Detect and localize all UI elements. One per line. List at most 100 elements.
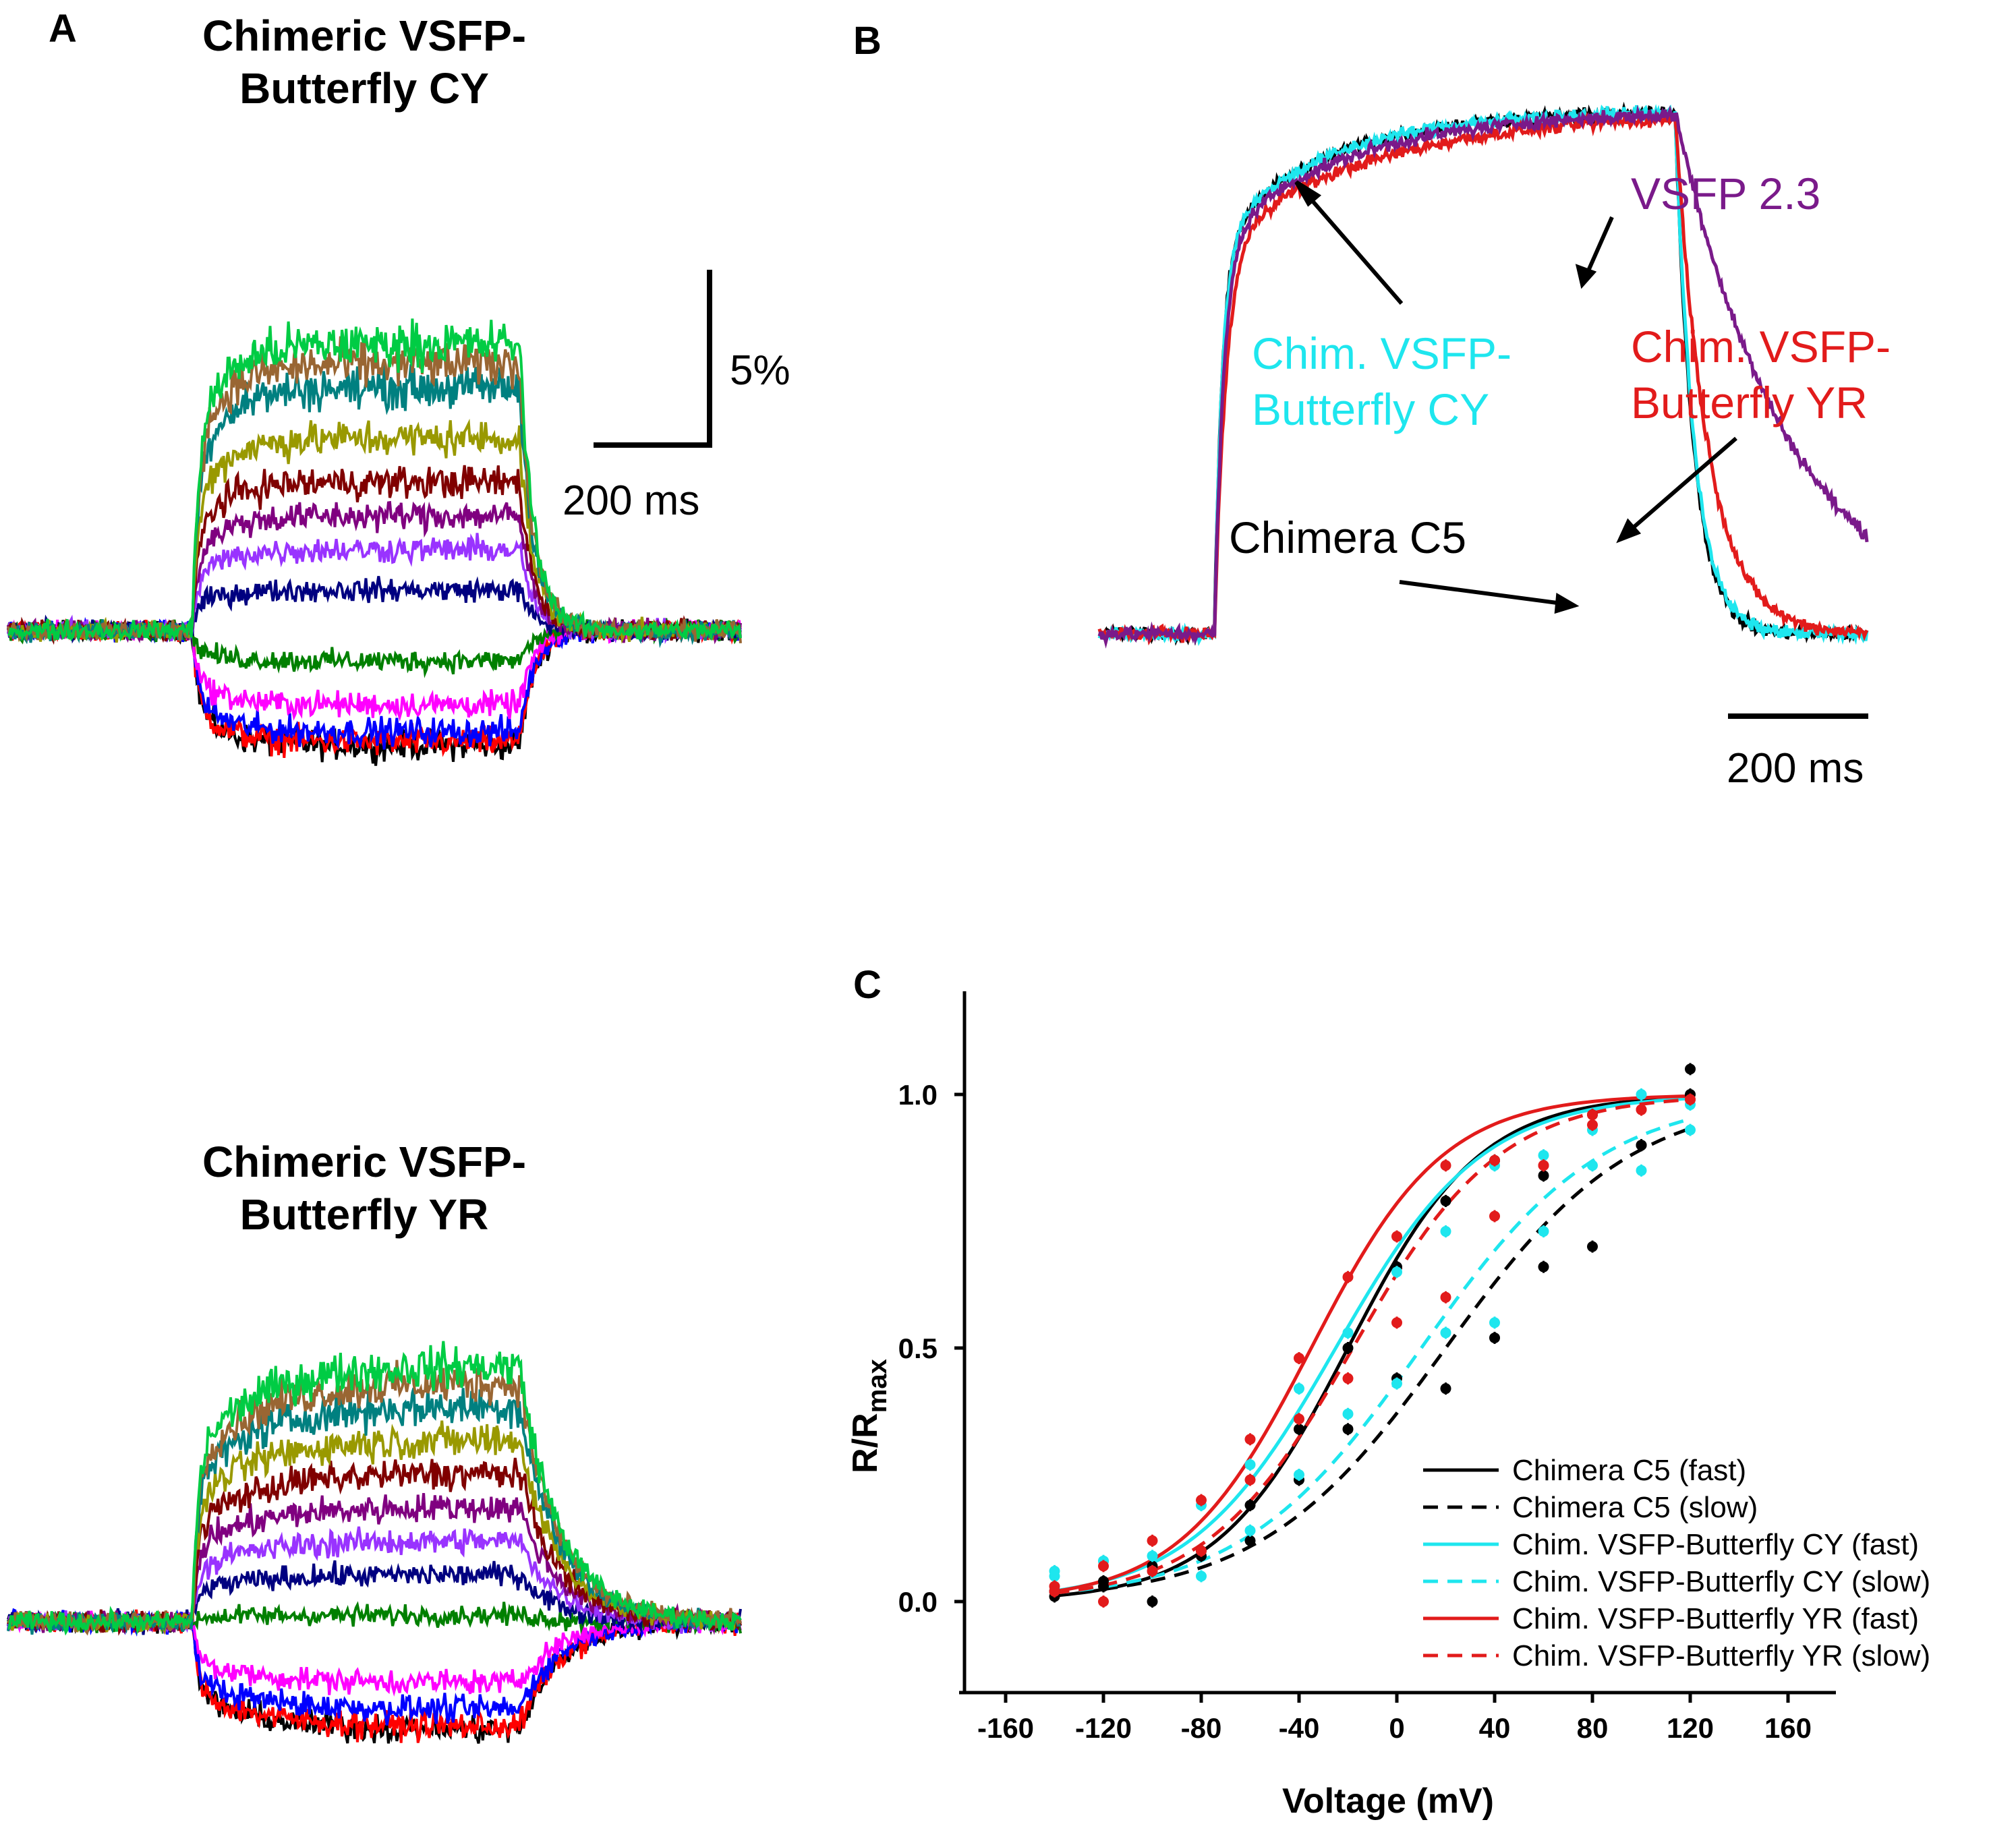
data-point	[1342, 1408, 1354, 1419]
data-points	[1049, 1063, 1696, 1608]
data-point	[1294, 1469, 1304, 1480]
x-tick-label: -80	[1181, 1712, 1222, 1744]
legend: Chimera C5 (fast) Chimera C5 (slow) Chim. …	[1423, 1454, 1930, 1672]
data-point	[1147, 1565, 1158, 1577]
data-point	[1147, 1596, 1158, 1607]
arrow-c5-line	[1399, 580, 1563, 606]
data-point	[1440, 1291, 1451, 1303]
data-point	[1196, 1545, 1207, 1556]
data-point	[1440, 1160, 1451, 1171]
data-point	[1636, 1089, 1647, 1100]
x-tick-label: 80	[1577, 1712, 1609, 1744]
data-point	[1244, 1434, 1256, 1445]
data-point	[1685, 1094, 1696, 1105]
data-point	[1489, 1210, 1500, 1222]
data-point	[1440, 1327, 1451, 1339]
data-point	[1294, 1413, 1304, 1425]
data-point	[1440, 1226, 1451, 1237]
data-point	[1391, 1378, 1402, 1389]
axis-ticks: -160 -120 -80 -40 0 40 80 120 160 0.0 0.5 1.0	[898, 1079, 1812, 1744]
panel-a-bottom-traces	[7, 1341, 742, 1744]
data-point	[1538, 1170, 1549, 1181]
legend-label: Chim. VSFP-Butterfly CY (slow)	[1512, 1565, 1930, 1598]
panel-a-top-title-line2: Butterfly CY	[239, 64, 489, 113]
data-point	[1489, 1332, 1500, 1343]
x-tick-label: -160	[977, 1712, 1034, 1744]
x-tick-label: 0	[1389, 1712, 1404, 1744]
data-point	[1342, 1271, 1354, 1283]
y-axis-label-sub: max	[863, 1359, 892, 1413]
data-point	[1244, 1525, 1256, 1536]
data-point	[1342, 1343, 1354, 1353]
panel-b-label: B	[853, 19, 882, 63]
data-point	[1098, 1581, 1109, 1592]
data-point	[1147, 1550, 1158, 1562]
data-point	[1440, 1383, 1451, 1395]
annotation-yr-line1: Chim. VSFP-	[1631, 322, 1891, 372]
data-point	[1587, 1160, 1598, 1171]
x-axis-label: Voltage (mV)	[1282, 1782, 1494, 1821]
data-point	[1244, 1535, 1256, 1546]
data-point	[1294, 1353, 1304, 1364]
data-point	[1538, 1226, 1549, 1237]
panel-b-arrows	[1294, 180, 1737, 614]
annotation-c5: Chimera C5	[1229, 512, 1466, 562]
arrow-vsfp23-line	[1584, 216, 1614, 276]
x-tick-label: -120	[1075, 1712, 1132, 1744]
legend-label: Chim. VSFP-Butterfly YR (fast)	[1512, 1602, 1919, 1635]
data-point	[1049, 1571, 1060, 1582]
data-point	[1685, 1124, 1696, 1136]
data-point	[1244, 1459, 1256, 1470]
y-tick-label: 0.5	[898, 1332, 938, 1364]
y-tick-label: 1.0	[898, 1079, 938, 1111]
panel-a-scale-bar: 5% 200 ms	[563, 270, 790, 524]
data-point	[1342, 1373, 1354, 1384]
fit-chim-vsfp-butterfly-cy-fast-	[1054, 1096, 1691, 1593]
data-point	[1489, 1154, 1500, 1166]
data-point	[1294, 1383, 1304, 1395]
panel-c-label: C	[853, 963, 882, 1007]
data-point	[1342, 1424, 1354, 1435]
panel-b-scale-label: 200 ms	[1727, 745, 1864, 792]
data-point	[1636, 1165, 1647, 1176]
data-point	[1538, 1150, 1549, 1161]
x-tick-label: -40	[1279, 1712, 1320, 1744]
trace-12	[7, 1359, 742, 1636]
trace-13	[7, 1341, 742, 1636]
data-point	[1342, 1327, 1354, 1339]
data-point	[1538, 1160, 1549, 1171]
panel-a-top-traces	[7, 318, 742, 766]
scale-bar-percent-label: 5%	[730, 347, 790, 394]
data-point	[1587, 1109, 1598, 1121]
data-point	[1636, 1104, 1647, 1115]
data-point	[1440, 1195, 1451, 1206]
panel-b-traces	[1097, 101, 1869, 649]
annotation-cy-line1: Chim. VSFP-	[1252, 328, 1511, 378]
data-point	[1049, 1585, 1060, 1597]
trace-10	[7, 418, 742, 644]
panel-a-label: A	[49, 7, 77, 51]
y-axis-label: R/Rmax	[846, 1359, 892, 1473]
panel-a-bottom-title-line2: Butterfly YR	[240, 1190, 489, 1239]
panel-c-chart: -160 -120 -80 -40 0 40 80 120 160 0.0 0.5 1.0 Volta…	[846, 991, 1930, 1821]
y-tick-label: 0.0	[898, 1586, 938, 1618]
fit-chim-vsfp-butterfly-yr-slow-	[1054, 1098, 1691, 1595]
data-point	[1244, 1500, 1256, 1511]
legend-label: Chimera C5 (slow)	[1512, 1491, 1758, 1524]
data-point	[1098, 1560, 1109, 1572]
data-point	[1391, 1317, 1402, 1328]
data-point	[1587, 1119, 1598, 1131]
annotation-yr-line2: Butterfly YR	[1631, 378, 1868, 428]
data-point	[1636, 1140, 1647, 1151]
legend-label: Chim. VSFP-Butterfly CY (fast)	[1512, 1528, 1919, 1561]
trace-13	[7, 318, 742, 642]
arrow-yr-line	[1628, 436, 1737, 533]
annotation-vsfp23: VSFP 2.3	[1631, 169, 1820, 218]
data-point	[1587, 1241, 1598, 1252]
legend-label: Chim. VSFP-Butterfly YR (slow)	[1512, 1639, 1930, 1672]
trace-chim-vsfp-butterfly-cy	[1097, 104, 1869, 647]
trace-chim-vsfp-butterfly-yr	[1097, 111, 1869, 646]
data-point	[1098, 1596, 1109, 1607]
data-point	[1489, 1317, 1500, 1328]
